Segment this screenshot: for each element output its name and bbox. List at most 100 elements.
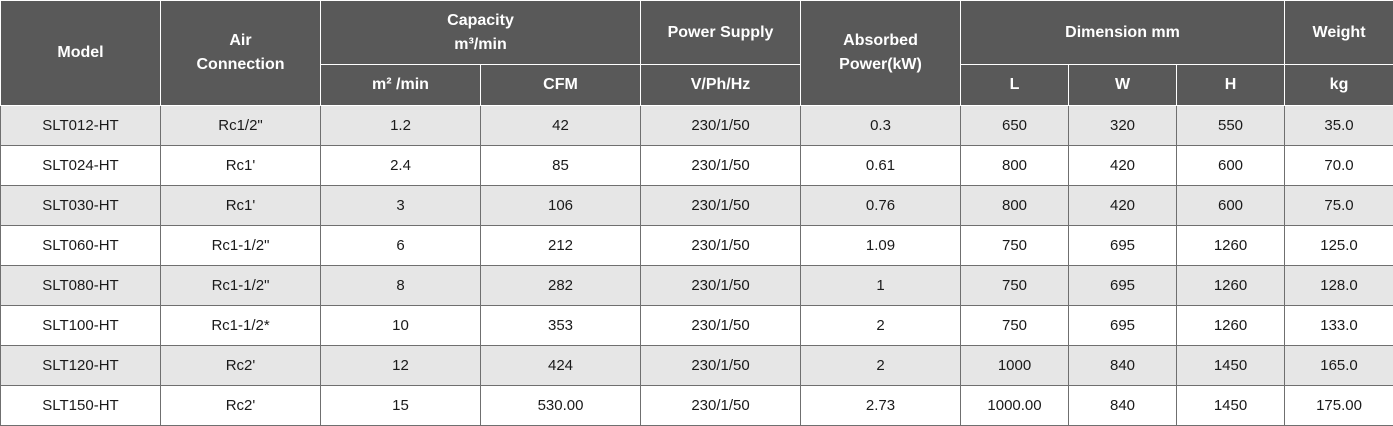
- cell-width: 320: [1068, 105, 1178, 146]
- table-row: SLT030-HT Rc1' 3 106 230/1/50 0.76 800 4…: [0, 185, 1393, 226]
- cell-height: 1450: [1176, 385, 1286, 426]
- cell-height: 600: [1176, 185, 1286, 226]
- cell-weight: 125.0: [1284, 225, 1393, 266]
- cell-m3min: 2.4: [320, 145, 481, 186]
- cell-m3min: 12: [320, 345, 481, 386]
- header-power-supply: Power Supply: [640, 0, 802, 65]
- cell-height: 1260: [1176, 305, 1286, 346]
- cell-weight: 133.0: [1284, 305, 1393, 346]
- cell-width: 695: [1068, 305, 1178, 346]
- cell-air-connection: Rc2': [160, 345, 321, 386]
- header-row-sub: m² /min CFM V/Ph/Hz L W H kg: [1, 64, 1393, 106]
- cell-model: SLT024-HT: [0, 145, 161, 186]
- table-row: SLT080-HT Rc1-1/2" 8 282 230/1/50 1 750 …: [0, 265, 1393, 306]
- table-row: SLT150-HT Rc2' 15 530.00 230/1/50 2.73 1…: [0, 385, 1393, 426]
- cell-weight: 175.00: [1284, 385, 1393, 426]
- cell-cfm: 353: [479, 305, 642, 346]
- cell-height: 600: [1176, 145, 1286, 186]
- header-model: Model: [0, 0, 161, 106]
- cell-width: 695: [1068, 265, 1178, 306]
- header-air-connection-line2: Connection: [196, 56, 285, 73]
- table-row: SLT024-HT Rc1' 2.4 85 230/1/50 0.61 800 …: [0, 145, 1393, 186]
- cell-height: 1260: [1176, 225, 1286, 266]
- cell-air-connection: Rc2': [160, 385, 321, 426]
- cell-absorbed-power: 0.3: [800, 105, 962, 146]
- cell-width: 695: [1068, 225, 1178, 266]
- cell-m3min: 10: [320, 305, 481, 346]
- subheader-kg: kg: [1284, 64, 1393, 106]
- cell-weight: 165.0: [1284, 345, 1393, 386]
- cell-weight: 70.0: [1284, 145, 1393, 186]
- cell-power-supply: 230/1/50: [640, 305, 802, 346]
- header-absorbed-power: Absorbed Power(kW): [800, 0, 962, 106]
- cell-model: SLT030-HT: [0, 185, 161, 226]
- cell-height: 550: [1176, 105, 1286, 146]
- header-air-connection-line1: Air: [229, 32, 252, 49]
- cell-weight: 75.0: [1284, 185, 1393, 226]
- cell-width: 420: [1068, 185, 1178, 226]
- table-row: SLT060-HT Rc1-1/2" 6 212 230/1/50 1.09 7…: [0, 225, 1393, 266]
- cell-air-connection: Rc1': [160, 145, 321, 186]
- header-air-connection: Air Connection: [160, 0, 321, 106]
- cell-model: SLT012-HT: [0, 105, 161, 146]
- cell-weight: 128.0: [1284, 265, 1393, 306]
- cell-width: 420: [1068, 145, 1178, 186]
- cell-length: 1000: [960, 345, 1070, 386]
- cell-m3min: 1.2: [320, 105, 481, 146]
- subheader-cfm: CFM: [479, 64, 642, 106]
- cell-power-supply: 230/1/50: [640, 345, 802, 386]
- cell-absorbed-power: 1.09: [800, 225, 962, 266]
- cell-cfm: 42: [479, 105, 642, 146]
- cell-length: 1000.00: [960, 385, 1070, 426]
- header-absorbed-line1: Absorbed: [843, 32, 918, 49]
- subheader-w: W: [1068, 64, 1178, 106]
- cell-air-connection: Rc1-1/2*: [160, 305, 321, 346]
- cell-absorbed-power: 2: [800, 305, 962, 346]
- cell-length: 800: [960, 145, 1070, 186]
- cell-power-supply: 230/1/50: [640, 145, 802, 186]
- cell-width: 840: [1068, 345, 1178, 386]
- cell-cfm: 424: [479, 345, 642, 386]
- table-row: SLT100-HT Rc1-1/2* 10 353 230/1/50 2 750…: [0, 305, 1393, 346]
- cell-absorbed-power: 0.76: [800, 185, 962, 226]
- cell-air-connection: Rc1/2": [160, 105, 321, 146]
- cell-cfm: 212: [479, 225, 642, 266]
- cell-length: 750: [960, 305, 1070, 346]
- cell-length: 650: [960, 105, 1070, 146]
- header-row-top: Model Air Connection Capacity m³/min Power…: [0, 0, 1393, 106]
- header-weight: Weight: [1284, 0, 1393, 65]
- cell-power-supply: 230/1/50: [640, 385, 802, 426]
- cell-model: SLT080-HT: [0, 265, 161, 306]
- table-row: SLT012-HT Rc1/2" 1.2 42 230/1/50 0.3 650…: [0, 105, 1393, 146]
- cell-length: 750: [960, 225, 1070, 266]
- cell-absorbed-power: 2: [800, 345, 962, 386]
- cell-cfm: 85: [479, 145, 642, 186]
- cell-power-supply: 230/1/50: [640, 185, 802, 226]
- cell-power-supply: 230/1/50: [640, 265, 802, 306]
- header-capacity: Capacity m³/min: [319, 0, 642, 65]
- cell-model: SLT100-HT: [0, 305, 161, 346]
- cell-m3min: 6: [320, 225, 481, 266]
- cell-cfm: 282: [479, 265, 642, 306]
- header-capacity-line2: m³/min: [454, 35, 507, 53]
- header-dimension: Dimension mm: [960, 0, 1286, 65]
- cell-m3min: 3: [320, 185, 481, 226]
- cell-air-connection: Rc1-1/2": [160, 265, 321, 306]
- cell-absorbed-power: 1: [800, 265, 962, 306]
- subheader-m3min: m² /min: [320, 64, 481, 106]
- cell-cfm: 530.00: [479, 385, 642, 426]
- cell-air-connection: Rc1-1/2": [160, 225, 321, 266]
- cell-absorbed-power: 2.73: [800, 385, 962, 426]
- cell-power-supply: 230/1/50: [640, 105, 802, 146]
- cell-width: 840: [1068, 385, 1178, 426]
- cell-cfm: 106: [479, 185, 642, 226]
- cell-height: 1450: [1176, 345, 1286, 386]
- cell-m3min: 15: [320, 385, 481, 426]
- cell-length: 750: [960, 265, 1070, 306]
- cell-length: 800: [960, 185, 1070, 226]
- header-capacity-line1: Capacity: [447, 11, 514, 29]
- subheader-vphhz: V/Ph/Hz: [640, 64, 802, 106]
- cell-air-connection: Rc1': [160, 185, 321, 226]
- cell-m3min: 8: [320, 265, 481, 306]
- cell-absorbed-power: 0.61: [800, 145, 962, 186]
